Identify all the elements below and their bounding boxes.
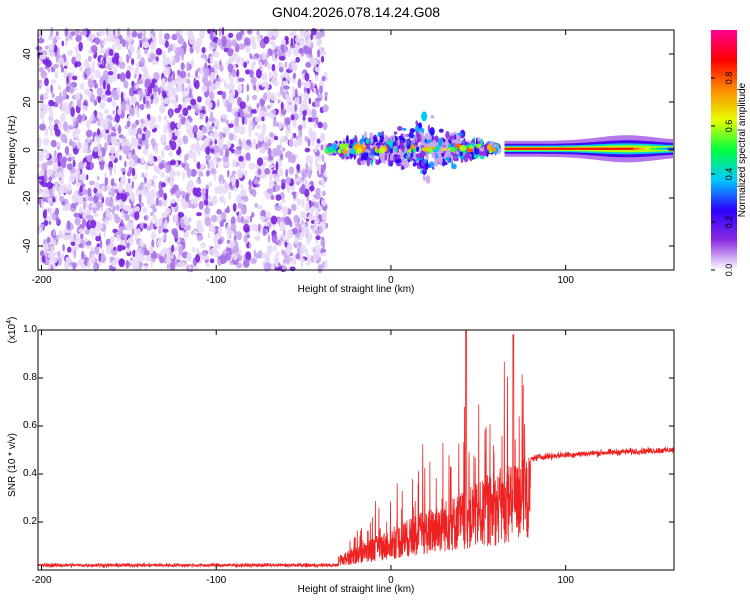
spectrogram-y-label: Frequency (Hz) bbox=[7, 116, 18, 185]
colorbar-label: Normalized spectral amplitude bbox=[737, 82, 748, 217]
snr-y-ticks: 0.2 0.4 0.6 0.8 1.0 bbox=[23, 324, 674, 527]
y-tick-label: 0 bbox=[22, 147, 33, 153]
y-tick-label: -40 bbox=[22, 238, 33, 253]
colorbar-tick-label: 0.8 bbox=[724, 72, 734, 85]
spectrogram-x-label: Height of straight line (km) bbox=[298, 284, 415, 295]
spectrogram-y-ticks: -40 -20 0 20 40 bbox=[22, 48, 674, 253]
y-tick-label: -20 bbox=[22, 190, 33, 205]
y-tick-label: 0.2 bbox=[23, 516, 37, 527]
snr-frame bbox=[37, 329, 675, 571]
y-tick-label: 0.4 bbox=[23, 468, 37, 479]
x-tick-label: 0 bbox=[388, 575, 394, 586]
snr-x-ticks: -200 -100 0 100 bbox=[31, 330, 574, 586]
spectrogram-x-ticks: -200 -100 0 100 bbox=[31, 30, 574, 286]
x-tick-label: 100 bbox=[557, 575, 574, 586]
colorbar-tick-label: 0.0 bbox=[724, 264, 734, 277]
colorbar: 0.0 0.2 0.4 0.6 0.8 Normalized spectral ampl… bbox=[711, 30, 748, 276]
spectrogram-noise-region bbox=[35, 26, 329, 274]
snr-x-label: Height of straight line (km) bbox=[298, 584, 415, 595]
spectrogram-signal-region bbox=[324, 111, 674, 184]
snr-scale-label: (x104) bbox=[6, 317, 18, 344]
colorbar-gradient bbox=[711, 30, 737, 270]
snr-panel: -200 -100 0 100 0.2 0.4 0.6 0.8 1.0 Height of s… bbox=[6, 317, 675, 595]
colorbar-tick-label: 0.4 bbox=[724, 168, 734, 181]
y-tick-label: 20 bbox=[22, 96, 33, 108]
y-tick-label: 40 bbox=[22, 48, 33, 60]
x-tick-label: -100 bbox=[206, 275, 226, 286]
x-tick-label: -200 bbox=[31, 275, 51, 286]
snr-series-line bbox=[37, 329, 675, 569]
figure-title: GN04.2026.078.14.24.G08 bbox=[272, 4, 440, 20]
x-tick-label: -100 bbox=[206, 575, 226, 586]
colorbar-ticks: 0.0 0.2 0.4 0.6 0.8 bbox=[711, 72, 734, 277]
x-tick-label: -200 bbox=[31, 575, 51, 586]
x-tick-label: 100 bbox=[557, 275, 574, 286]
y-tick-label: 1.0 bbox=[23, 324, 37, 335]
colorbar-tick-label: 0.6 bbox=[724, 120, 734, 133]
y-tick-label: 0.8 bbox=[23, 372, 37, 383]
y-tick-label: 0.6 bbox=[23, 420, 37, 431]
colorbar-tick-label: 0.2 bbox=[724, 216, 734, 229]
snr-y-label: SNR (10 * v/v) bbox=[7, 433, 18, 497]
x-tick-label: 0 bbox=[388, 275, 394, 286]
snr-plot-area bbox=[38, 330, 674, 570]
